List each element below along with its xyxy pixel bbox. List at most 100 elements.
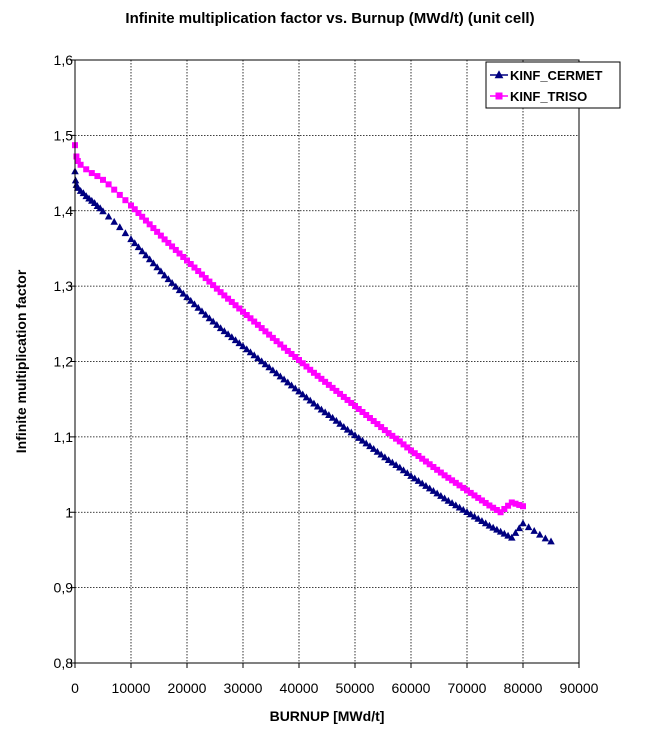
data-point-square: [281, 344, 288, 351]
data-point-triangle: [280, 375, 288, 383]
data-point-triangle: [116, 223, 124, 231]
data-point-square: [363, 412, 370, 419]
legend-box: [485, 61, 621, 109]
y-tick-label: 1,1: [54, 429, 74, 445]
data-point-square: [408, 447, 414, 454]
y-axis-title: Infinite multiplication factor: [13, 269, 29, 453]
data-point-triangle: [254, 354, 262, 362]
data-point-triangle: [153, 263, 161, 271]
x-tick-label: 40000: [280, 680, 319, 696]
data-point-square: [236, 305, 243, 312]
series-kinf-triso: [72, 142, 526, 516]
data-point-square: [501, 505, 508, 512]
data-point-square: [497, 509, 504, 516]
data-point-triangle: [110, 217, 118, 225]
data-point-triangle: [336, 419, 344, 427]
data-point-square: [344, 396, 351, 403]
data-point-square: [225, 295, 232, 302]
data-point-triangle: [149, 259, 158, 267]
data-point-square: [426, 461, 433, 468]
data-point-square: [456, 482, 463, 489]
data-point-square: [437, 469, 444, 476]
data-point-square: [471, 492, 478, 499]
data-point-triangle: [381, 453, 389, 461]
data-point-triangle: [433, 489, 441, 497]
data-point-triangle: [504, 531, 512, 539]
data-point-triangle: [541, 534, 550, 542]
data-point-square: [434, 466, 441, 473]
data-point-square: [355, 405, 362, 412]
data-point-triangle: [384, 456, 393, 463]
data-point-square: [419, 455, 426, 462]
data-point-triangle: [351, 431, 359, 439]
data-point-square: [88, 170, 95, 177]
data-point-square: [505, 502, 512, 509]
data-point-triangle: [272, 369, 281, 377]
data-point-square: [299, 360, 306, 367]
data-point-triangle: [347, 428, 356, 436]
data-point-triangle: [377, 450, 385, 458]
data-point-square: [100, 176, 106, 183]
legend-entry-kinf-triso: KINF_TRISO: [490, 89, 587, 104]
data-point-triangle: [142, 251, 150, 259]
data-point-square: [146, 221, 153, 228]
data-point-square: [400, 441, 407, 448]
data-point-triangle: [321, 408, 329, 416]
data-point-square: [154, 228, 161, 235]
data-point-square: [269, 334, 276, 341]
data-point-triangle: [459, 505, 468, 513]
data-point-square: [83, 166, 90, 173]
x-tick-label: 0: [71, 680, 79, 696]
data-point-triangle: [519, 519, 527, 527]
data-point-triangle: [392, 461, 400, 469]
data-point-square: [258, 325, 265, 332]
data-point-triangle: [369, 445, 378, 452]
data-point-square: [116, 191, 123, 198]
data-point-triangle: [168, 278, 176, 286]
data-point-triangle: [489, 523, 497, 531]
data-point-square: [122, 197, 129, 204]
data-point-square: [333, 387, 340, 394]
data-point-triangle: [306, 396, 314, 404]
data-point-square: [389, 432, 396, 439]
data-point-square: [482, 499, 489, 506]
data-point-square: [284, 347, 291, 354]
data-point-triangle: [138, 247, 146, 255]
data-point-triangle: [269, 366, 277, 374]
data-point-triangle: [298, 390, 307, 398]
data-point-square: [495, 92, 503, 100]
data-point-triangle: [515, 524, 524, 532]
data-point-triangle: [500, 529, 509, 537]
data-point-square: [422, 458, 429, 465]
grid: [75, 60, 579, 663]
data-point-square: [490, 504, 497, 511]
x-tick-label: 20000: [168, 680, 207, 696]
y-tick-label: 1,3: [54, 278, 74, 294]
data-point-square: [348, 399, 355, 406]
data-point-triangle: [396, 463, 404, 471]
data-point-square: [452, 479, 459, 486]
y-tick-label: 0,8: [54, 655, 74, 671]
data-point-triangle: [231, 336, 240, 344]
data-point-triangle: [198, 307, 206, 315]
data-point-triangle: [358, 436, 367, 444]
data-point-triangle: [104, 212, 113, 220]
data-point-square: [374, 421, 381, 428]
legend-label: KINF_TRISO: [510, 89, 587, 104]
data-point-triangle: [399, 466, 408, 474]
data-point-triangle: [340, 422, 348, 430]
data-point-square: [251, 318, 258, 325]
data-point-square: [366, 415, 373, 422]
data-point-triangle: [194, 303, 202, 311]
x-tick-label: 70000: [448, 680, 487, 696]
x-tick-label: 80000: [504, 680, 543, 696]
data-point-triangle: [547, 537, 555, 545]
data-point-triangle: [205, 314, 214, 322]
data-point-triangle: [121, 229, 130, 237]
data-point-square: [128, 202, 134, 209]
data-point-triangle: [295, 387, 303, 395]
data-point-square: [277, 341, 284, 348]
data-point-square: [486, 502, 493, 509]
x-tick-label: 50000: [336, 680, 375, 696]
